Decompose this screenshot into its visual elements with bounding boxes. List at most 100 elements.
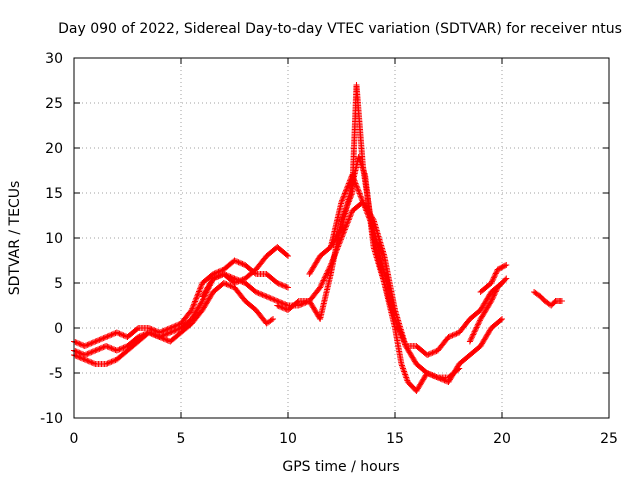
data-point	[490, 292, 497, 299]
data-point	[107, 359, 114, 366]
data-point	[105, 332, 112, 339]
data-point	[115, 346, 122, 353]
data-point	[466, 338, 473, 345]
data-point	[472, 327, 479, 334]
data-point	[490, 274, 497, 281]
data-point	[279, 282, 286, 289]
data-point	[351, 177, 358, 184]
data-point	[425, 370, 432, 377]
data-point	[72, 339, 79, 346]
data-point	[358, 194, 365, 201]
data-point	[346, 213, 353, 220]
data-point	[264, 294, 271, 301]
data-point	[270, 316, 277, 322]
data-point	[88, 359, 95, 366]
data-point	[189, 304, 196, 311]
y-tick-label: 5	[54, 276, 63, 292]
data-point	[349, 173, 356, 180]
data-point	[283, 283, 290, 290]
data-point	[119, 345, 126, 352]
data-point	[343, 223, 350, 230]
data-point	[497, 317, 504, 323]
data-point	[75, 353, 82, 360]
data-marks	[71, 82, 565, 394]
data-point	[488, 296, 495, 303]
data-point	[267, 295, 274, 302]
data-point	[157, 334, 164, 341]
x-tick-label: 5	[177, 431, 186, 447]
data-point	[278, 304, 285, 311]
data-point	[231, 257, 238, 264]
data-point	[352, 179, 359, 186]
data-point	[224, 281, 231, 288]
data-point	[238, 278, 245, 285]
data-point	[224, 272, 231, 279]
data-point	[428, 350, 435, 357]
data-point	[492, 289, 499, 296]
data-point	[226, 282, 233, 289]
data-point	[476, 318, 483, 325]
data-point	[487, 299, 494, 306]
data-point	[84, 350, 91, 357]
data-point	[489, 277, 496, 284]
data-point	[171, 327, 178, 334]
data-point	[100, 344, 107, 351]
series-track-10	[531, 289, 565, 309]
data-point	[238, 260, 245, 267]
data-point	[116, 330, 123, 337]
data-point	[228, 274, 235, 281]
data-point	[430, 372, 437, 379]
data-point	[323, 270, 330, 277]
data-point	[318, 281, 325, 288]
data-point	[227, 282, 234, 289]
data-point	[468, 335, 475, 342]
data-point	[111, 330, 118, 337]
data-point	[108, 345, 115, 352]
data-point	[319, 278, 326, 285]
data-point	[340, 193, 347, 200]
data-point	[263, 293, 270, 300]
data-point	[430, 349, 437, 356]
chart-title: Day 090 of 2022, Sidereal Day-to-day VTE…	[58, 21, 622, 37]
data-point	[193, 294, 200, 301]
data-point	[275, 303, 282, 310]
data-point	[192, 298, 199, 305]
data-point	[426, 371, 433, 378]
data-point	[87, 340, 94, 347]
data-point	[93, 337, 100, 344]
data-point	[159, 335, 166, 342]
data-point	[468, 334, 475, 341]
data-point	[467, 337, 474, 344]
data-point	[343, 187, 350, 194]
data-point	[113, 329, 120, 336]
data-point	[475, 320, 482, 327]
data-point	[356, 190, 363, 197]
data-point	[195, 289, 202, 296]
data-point	[274, 302, 281, 309]
data-point	[321, 274, 328, 281]
data-point	[96, 336, 103, 343]
data-point	[84, 341, 91, 348]
data-point	[341, 190, 348, 197]
data-point	[175, 326, 182, 333]
data-point	[279, 304, 286, 311]
data-point	[471, 328, 478, 335]
data-point	[453, 330, 460, 337]
data-point	[347, 212, 354, 219]
data-point	[85, 358, 92, 365]
data-point	[345, 181, 352, 188]
data-point	[432, 348, 439, 355]
data-point	[113, 347, 120, 354]
data-point	[153, 332, 160, 339]
data-point	[111, 346, 118, 353]
data-point	[193, 295, 200, 302]
data-point	[452, 331, 459, 338]
data-point	[349, 172, 356, 178]
x-tick-label: 10	[279, 431, 297, 447]
data-point	[258, 291, 265, 298]
data-point	[503, 262, 510, 268]
x-tick-label: 15	[386, 431, 404, 447]
data-point	[83, 342, 90, 349]
data-point	[339, 197, 346, 204]
